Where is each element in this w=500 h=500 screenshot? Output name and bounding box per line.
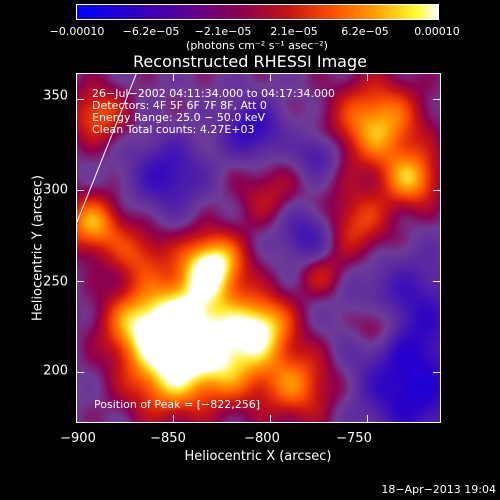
y-tick-label: 300 (43, 182, 68, 198)
y-axis-label: Heliocentric Y (arcsec) (30, 175, 46, 321)
colorbar-tick-label: 6.2e−05 (341, 25, 389, 38)
info-energy-range: Energy Range: 25.0 − 50.0 keV (92, 111, 266, 124)
colorbar (76, 4, 439, 20)
colorbar-tick-label: 0.00010 (414, 25, 460, 38)
y-tick-mark (76, 371, 84, 373)
limb-line (77, 74, 137, 223)
y-tick-mark (76, 189, 84, 191)
x-tick-mark (173, 73, 175, 81)
colorbar-tick-label: 2.1e−05 (270, 25, 318, 38)
y-tick-mark (76, 98, 84, 100)
info-detectors: Detectors: 4F 5F 6F 7F 8F, Att 0 (92, 99, 267, 112)
x-tick-mark (270, 415, 272, 423)
peak-position-label: Position of Peak = [−822,256] (94, 398, 261, 411)
y-tick-mark (433, 189, 441, 191)
y-tick-label: 350 (43, 88, 68, 104)
x-tick-mark (367, 415, 369, 423)
y-tick-mark (433, 280, 441, 282)
x-tick-mark (367, 73, 369, 81)
y-tick-mark (433, 98, 441, 100)
x-tick-label: −850 (150, 431, 186, 446)
x-tick-label: −800 (244, 431, 280, 446)
heatmap-image (77, 74, 440, 422)
info-time-range: 26−Jul−2002 04:11:34.000 to 04:17:34.000 (92, 87, 336, 100)
y-tick-mark (76, 280, 84, 282)
timestamp: 18−Apr−2013 19:04 (381, 483, 496, 496)
x-tick-mark (270, 73, 272, 81)
x-tick-mark (76, 73, 77, 81)
info-total-counts: Clean Total counts: 4.27E+03 (92, 123, 255, 136)
y-tick-label: 200 (43, 363, 68, 379)
x-tick-label: −900 (60, 431, 96, 446)
colorbar-tick-label: −0.00010 (49, 25, 105, 38)
x-axis-label: Heliocentric X (arcsec) (184, 449, 332, 464)
colorbar-tick-label: −6.2e−05 (122, 25, 180, 38)
heatmap-plot-area (76, 73, 441, 423)
x-tick-mark (76, 415, 77, 423)
y-tick-mark (433, 371, 441, 373)
x-tick-mark (173, 415, 175, 423)
colorbar-tick-label: −2.1e−05 (194, 25, 252, 38)
plot-title: Reconstructed RHESSI Image (133, 52, 367, 71)
y-tick-label: 250 (43, 274, 68, 290)
x-tick-label: −750 (336, 431, 372, 446)
colorbar-unit-label: (photons cm⁻² s⁻¹ asec⁻²) (186, 39, 328, 52)
